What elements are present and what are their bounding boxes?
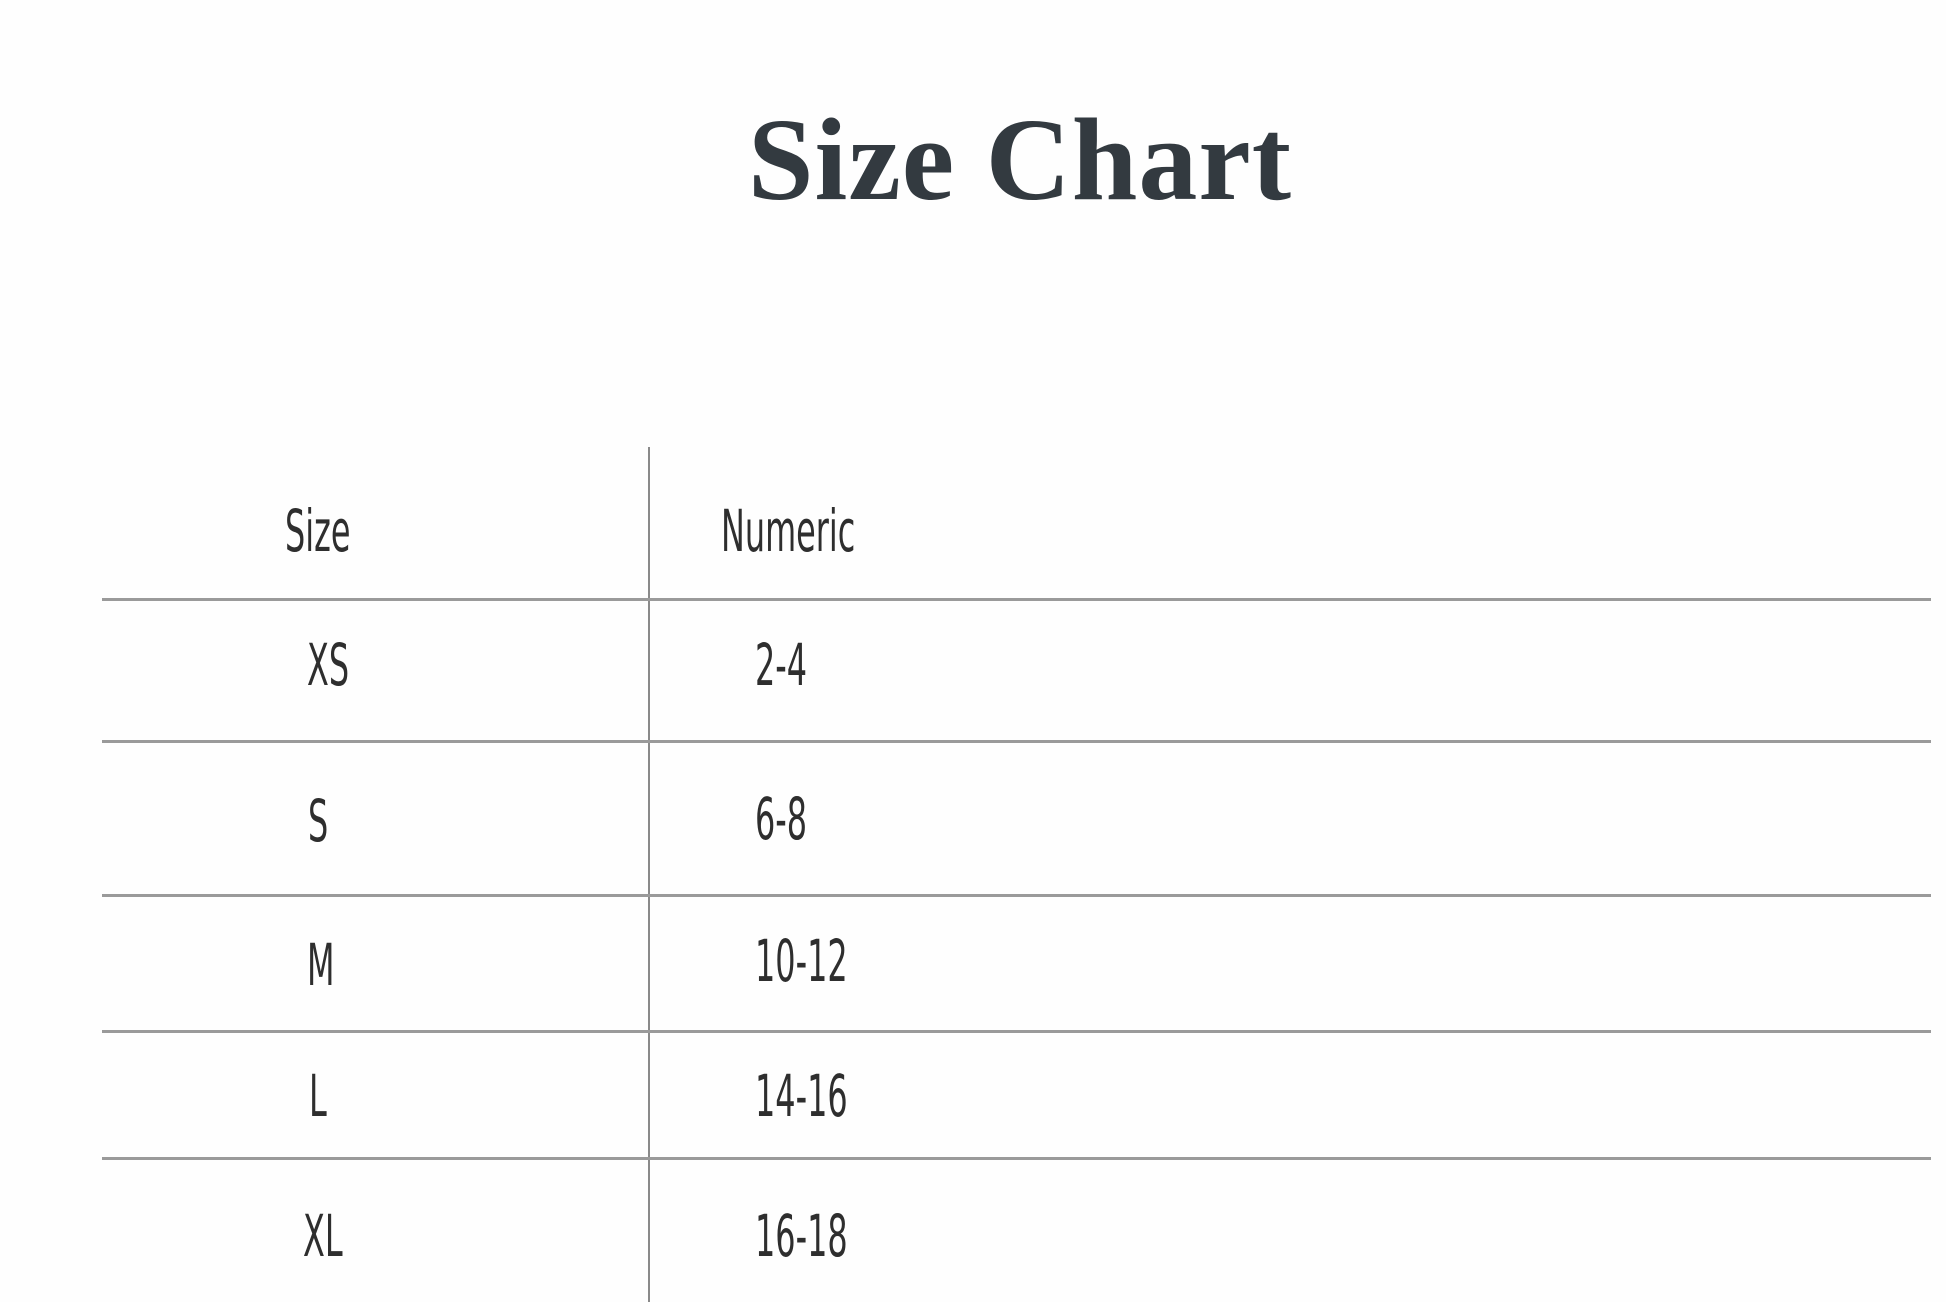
row-divider	[102, 1157, 1931, 1160]
numeric-cell: 6-8	[755, 785, 808, 853]
row-divider	[102, 740, 1931, 743]
header-numeric: Numeric	[721, 497, 856, 565]
size-cell: S	[308, 787, 329, 855]
size-cell: XL	[303, 1202, 343, 1270]
column-divider	[648, 447, 650, 1302]
row-divider	[102, 1030, 1931, 1033]
row-divider	[102, 894, 1931, 897]
numeric-cell: 14-16	[755, 1062, 848, 1130]
size-cell: XS	[307, 631, 350, 699]
size-cell: M	[307, 931, 335, 999]
page-title: Size Chart	[747, 94, 1293, 225]
size-cell: L	[309, 1062, 327, 1130]
row-divider	[102, 598, 1931, 601]
numeric-cell: 16-18	[755, 1202, 848, 1270]
numeric-cell: 10-12	[755, 927, 848, 995]
header-size: Size	[285, 497, 351, 565]
numeric-cell: 2-4	[755, 631, 808, 699]
